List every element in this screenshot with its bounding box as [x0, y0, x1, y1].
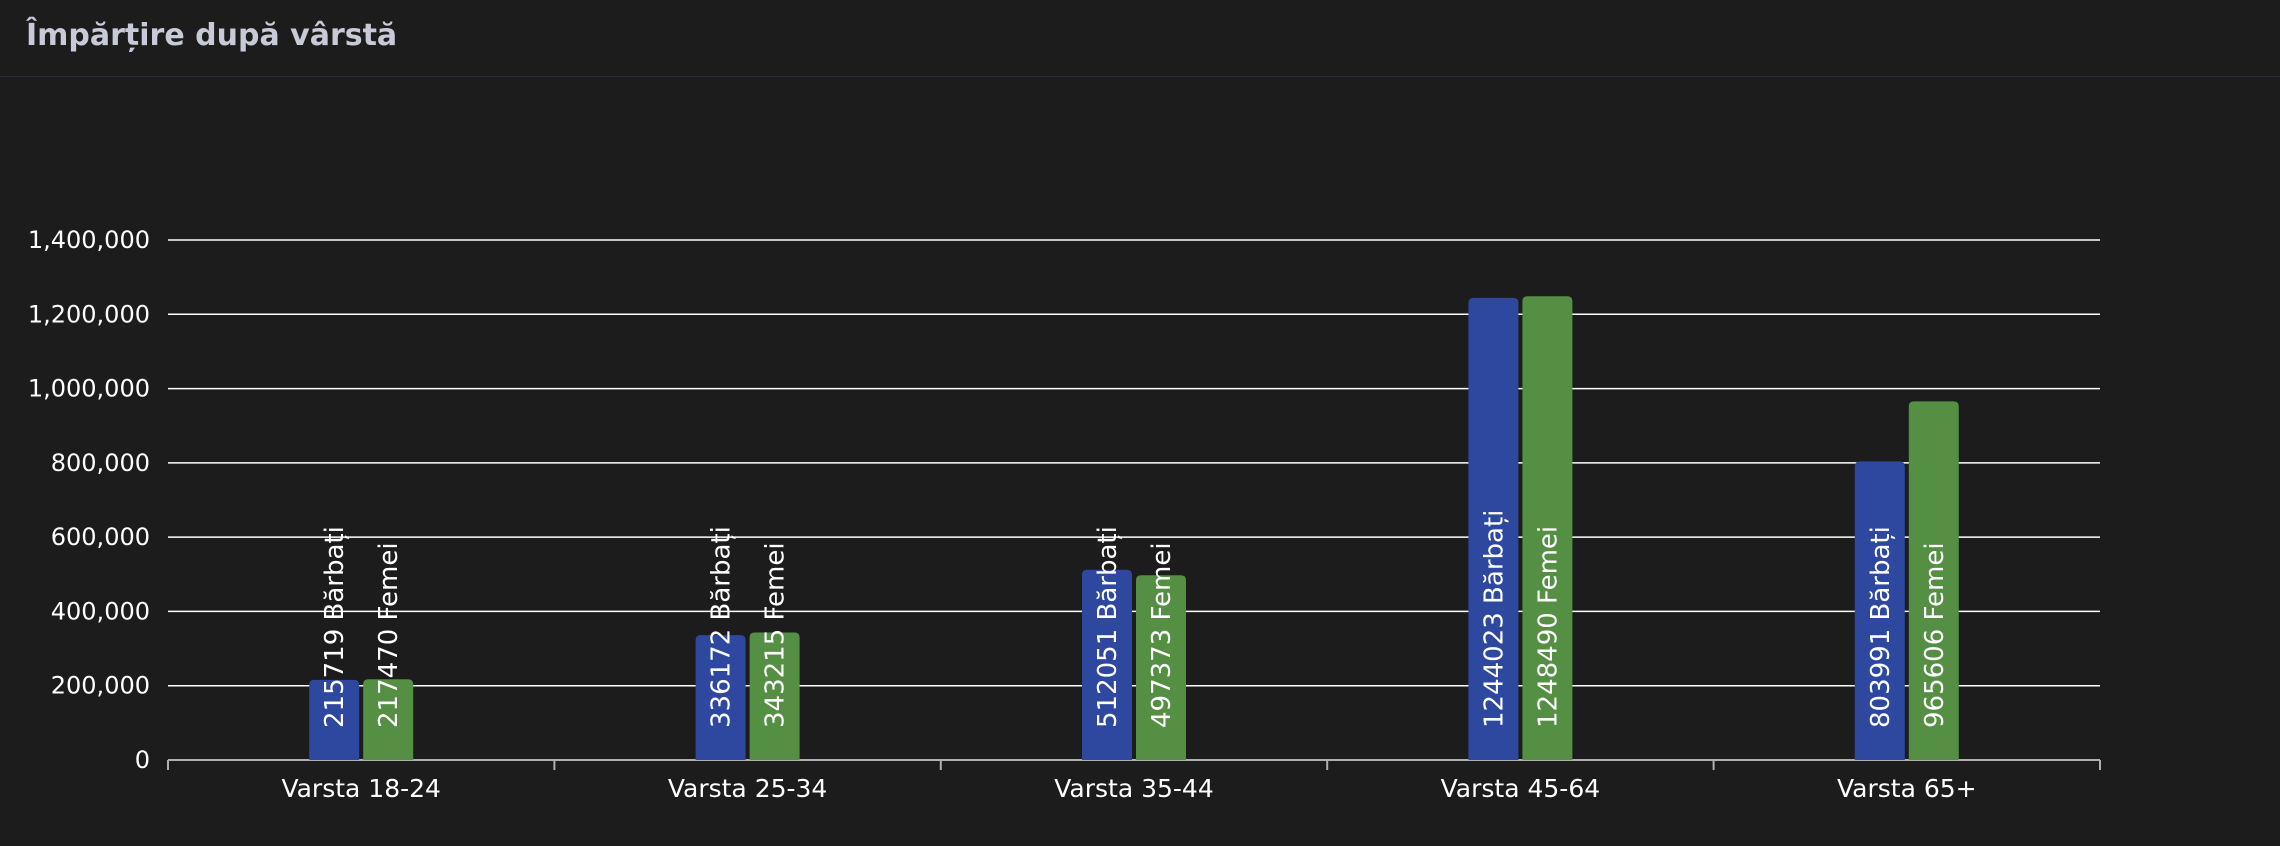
- bar-male[interactable]: [1468, 297, 1519, 760]
- x-tick-label: Varsta 25-34: [668, 774, 828, 803]
- y-tick-label: 400,000: [51, 597, 150, 625]
- bar-male[interactable]: [1854, 461, 1905, 760]
- grid-lines: [168, 239, 2100, 687]
- bar-female[interactable]: [1136, 575, 1186, 760]
- bar-label: 217470 Femei: [374, 542, 404, 728]
- y-axis-ticks: 0 200,000 400,000 600,000 800,000 1,000,000 1,…: [28, 226, 150, 774]
- y-tick-label: 1,400,000: [28, 226, 150, 254]
- bar-label: 497373 Femei: [1147, 542, 1177, 728]
- y-tick-label: 1,000,000: [28, 375, 150, 403]
- bars: 215719 Bărbați 217470 Femei 336172 Bărbați…: [309, 296, 1959, 760]
- bar-female[interactable]: [749, 632, 800, 760]
- bar-male[interactable]: [1082, 569, 1132, 760]
- panel-header: Împărțire după vârstă: [0, 0, 2280, 77]
- x-axis: [167, 759, 2101, 770]
- y-tick-label: 800,000: [51, 449, 150, 477]
- x-tick-label: Varsta 18-24: [281, 774, 441, 803]
- category-labels: Varsta 18-24 Varsta 25-34 Varsta 35-44 Vars…: [281, 774, 1976, 803]
- y-tick-label: 0: [135, 746, 150, 774]
- bar-female[interactable]: [1908, 401, 1959, 760]
- bar-female[interactable]: [363, 679, 414, 760]
- bar-label: 1244023 Bărbați: [1479, 510, 1509, 728]
- bar-label: 512051 Bărbați: [1093, 526, 1123, 728]
- bar-label: 1248490 Femei: [1533, 526, 1563, 728]
- bar-label: 215719 Bărbați: [320, 526, 350, 728]
- x-tick-label: Varsta 65+: [1837, 774, 1977, 803]
- panel-title: Împărțire după vârstă: [26, 17, 398, 53]
- y-tick-label: 600,000: [51, 523, 150, 551]
- bar-male[interactable]: [309, 679, 360, 760]
- y-tick-label: 200,000: [51, 672, 150, 700]
- bar-female[interactable]: [1522, 296, 1573, 760]
- y-tick-label: 1,200,000: [28, 300, 150, 328]
- bar-label: 965606 Femei: [1920, 542, 1950, 728]
- bar-male[interactable]: [695, 635, 746, 760]
- x-tick-label: Varsta 35-44: [1054, 774, 1214, 803]
- bar-label: 343215 Femei: [761, 542, 791, 728]
- x-tick-label: Varsta 45-64: [1441, 774, 1601, 803]
- bar-label: 336172 Bărbați: [707, 526, 737, 728]
- bar-label: 803991 Bărbați: [1866, 526, 1896, 728]
